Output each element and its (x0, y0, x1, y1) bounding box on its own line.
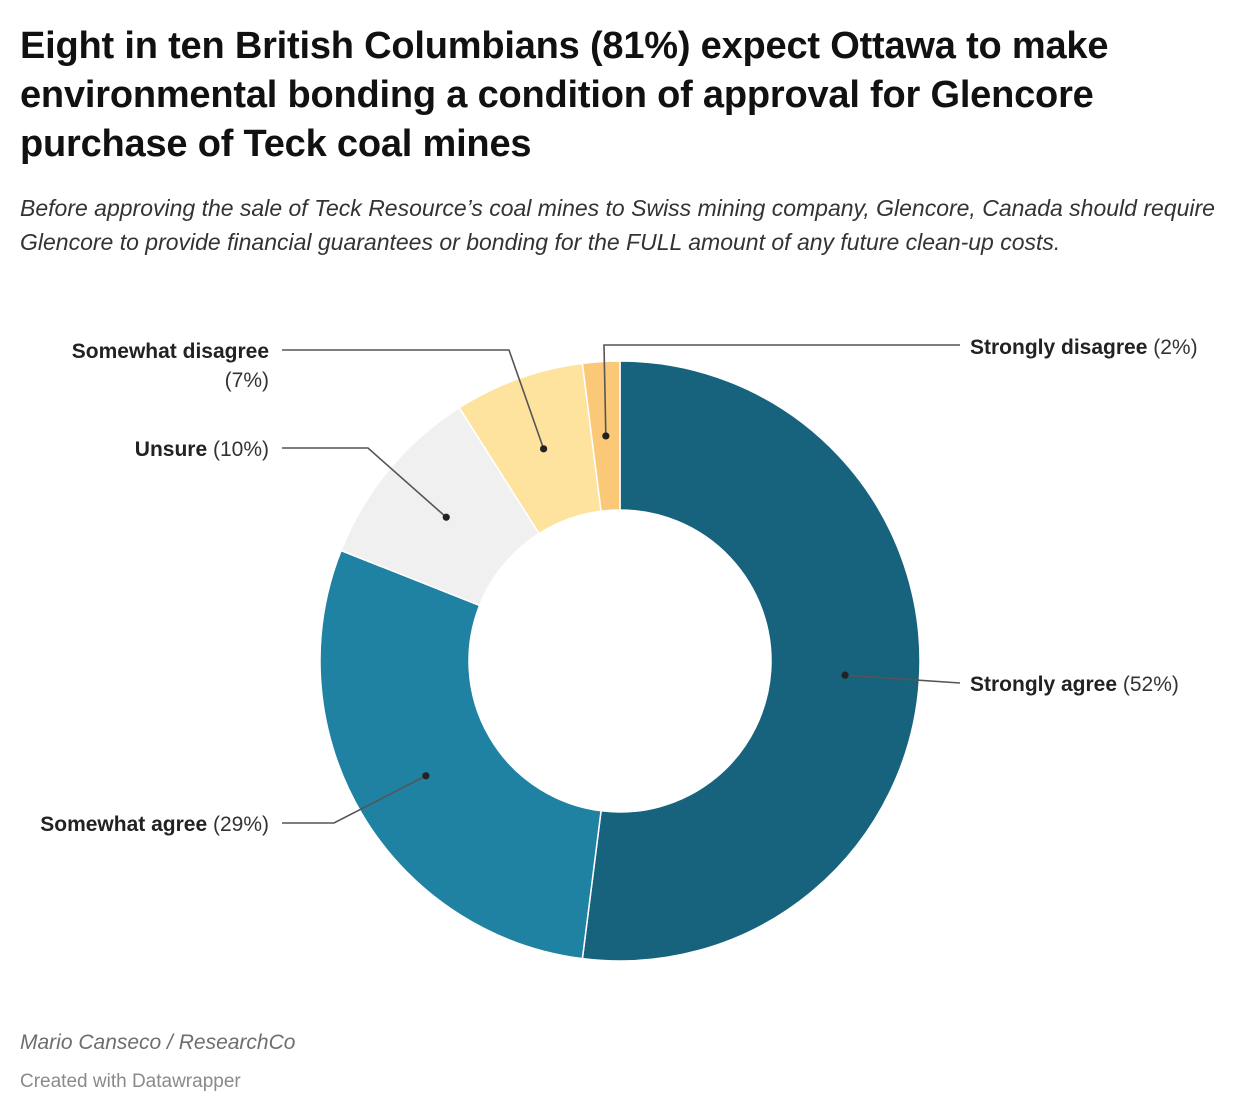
chart-subtitle: Before approving the sale of Teck Resour… (20, 195, 1215, 255)
credit: Created with Datawrapper (20, 1071, 241, 1092)
slice-somewhat-agree (319, 549, 602, 960)
leader-line-somewhat-agree (282, 775, 427, 824)
slice-label-unsure: Unsure (10%) (135, 438, 269, 461)
slice-label-somewhat-agree: Somewhat agree (29%) (40, 813, 269, 836)
slice-label-somewhat-disagree: Somewhat disagree (7%) (72, 340, 269, 392)
leader-dot-somewhat-agree (422, 772, 430, 780)
leader-dot-strongly-disagree (602, 432, 610, 440)
slice-strongly-agree (581, 360, 921, 962)
leader-dot-strongly-agree (841, 671, 849, 679)
leader-line-unsure (282, 447, 447, 518)
byline: Mario Canseco / ResearchCo (20, 1031, 296, 1054)
chart-title: Eight in ten British Columbians (81%) ex… (20, 25, 1109, 165)
leader-lines (282, 344, 961, 824)
slice-label-strongly-agree: Strongly agree (52%) (970, 673, 1179, 696)
donut-chart: Strongly agree (52%) Somewhat agree (29%)… (40, 336, 1198, 962)
donut-slices (319, 360, 921, 962)
slice-labels: Strongly agree (52%) Somewhat agree (29%)… (40, 336, 1197, 836)
leader-line-somewhat-disagree (282, 349, 545, 450)
leader-dot-somewhat-disagree (540, 445, 548, 453)
leader-line-strongly-disagree (603, 344, 960, 436)
leader-dot-unsure (442, 513, 450, 521)
slice-label-strongly-disagree: Strongly disagree (2%) (970, 336, 1198, 359)
leader-line-strongly-agree (845, 674, 961, 684)
slice-strongly-disagree (581, 360, 621, 513)
